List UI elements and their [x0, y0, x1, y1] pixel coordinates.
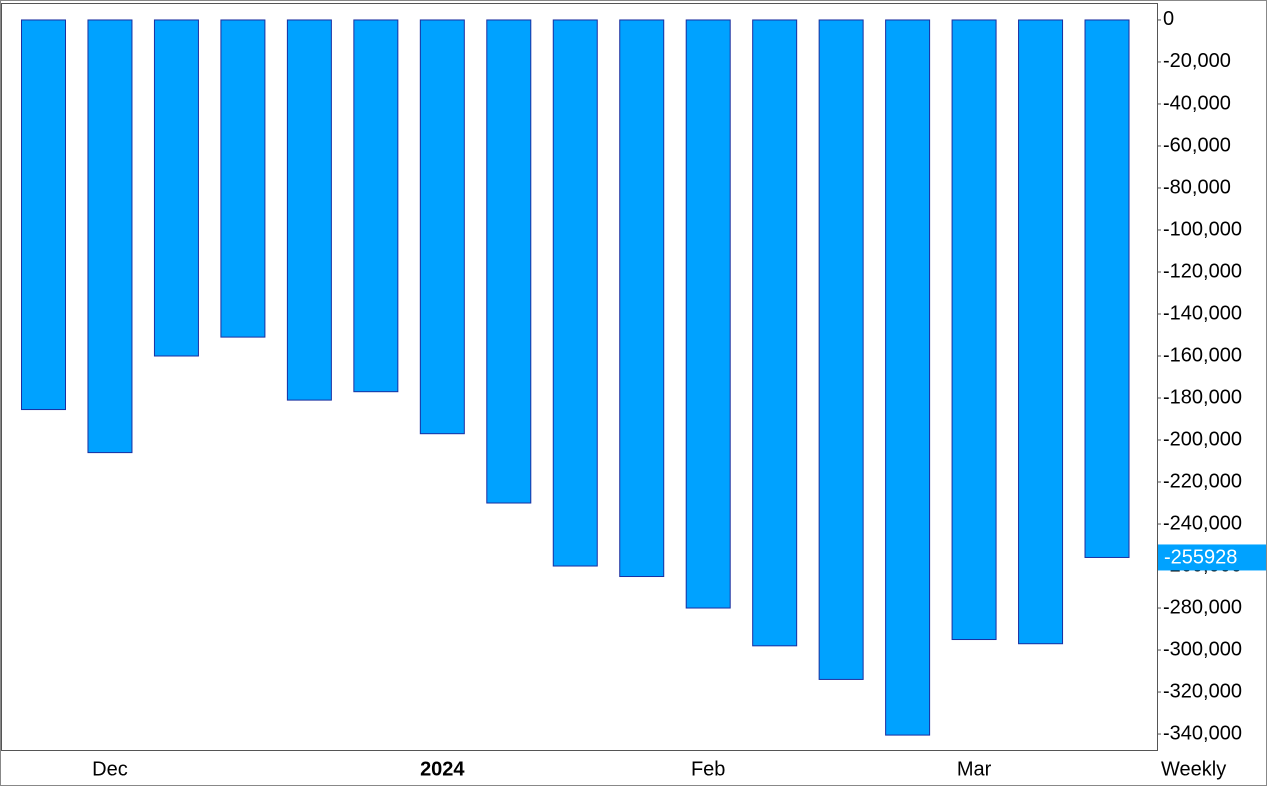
y-tick-label: -120,000	[1163, 260, 1242, 282]
y-tick-label: -240,000	[1163, 512, 1242, 534]
bar	[419, 19, 465, 435]
y-tick-label: -280,000	[1163, 596, 1242, 618]
x-tick-label: Dec	[92, 758, 128, 780]
bar	[286, 19, 332, 401]
x-tick-label: Feb	[691, 758, 725, 780]
x-tick-label: 2024	[420, 758, 465, 780]
y-tick-label: -200,000	[1163, 428, 1242, 450]
bar	[87, 19, 133, 454]
y-tick-label: -60,000	[1163, 134, 1231, 156]
y-tick-label: -340,000	[1163, 722, 1242, 744]
y-tick-label: -160,000	[1163, 344, 1242, 366]
y-tick-label: 0	[1163, 8, 1174, 30]
bar	[1084, 19, 1130, 558]
bar	[818, 19, 864, 680]
bar	[552, 19, 598, 567]
bar	[885, 19, 931, 736]
bar	[353, 19, 399, 393]
y-tick-label: -40,000	[1163, 92, 1231, 114]
y-tick-label: -140,000	[1163, 302, 1242, 324]
y-tick-label: -100,000	[1163, 218, 1242, 240]
bar	[21, 19, 66, 411]
y-tick-label: -180,000	[1163, 386, 1242, 408]
bar	[951, 19, 997, 641]
bar	[619, 19, 665, 578]
x-tick-label: Mar	[957, 758, 992, 780]
bar	[486, 19, 532, 504]
last-value-box	[1158, 544, 1266, 571]
bar	[752, 19, 798, 647]
bar	[153, 19, 199, 357]
last-value-label: -255928	[1164, 547, 1237, 569]
y-tick-label: -220,000	[1163, 470, 1242, 492]
y-tick-label: -20,000	[1163, 50, 1231, 72]
bar	[685, 19, 731, 609]
y-tick-label: -320,000	[1163, 680, 1242, 702]
y-tick-label: -300,000	[1163, 638, 1242, 660]
bar	[1018, 19, 1064, 645]
period-label: Weekly	[1161, 758, 1226, 780]
bar	[220, 19, 266, 338]
y-tick-label: -80,000	[1163, 176, 1231, 198]
